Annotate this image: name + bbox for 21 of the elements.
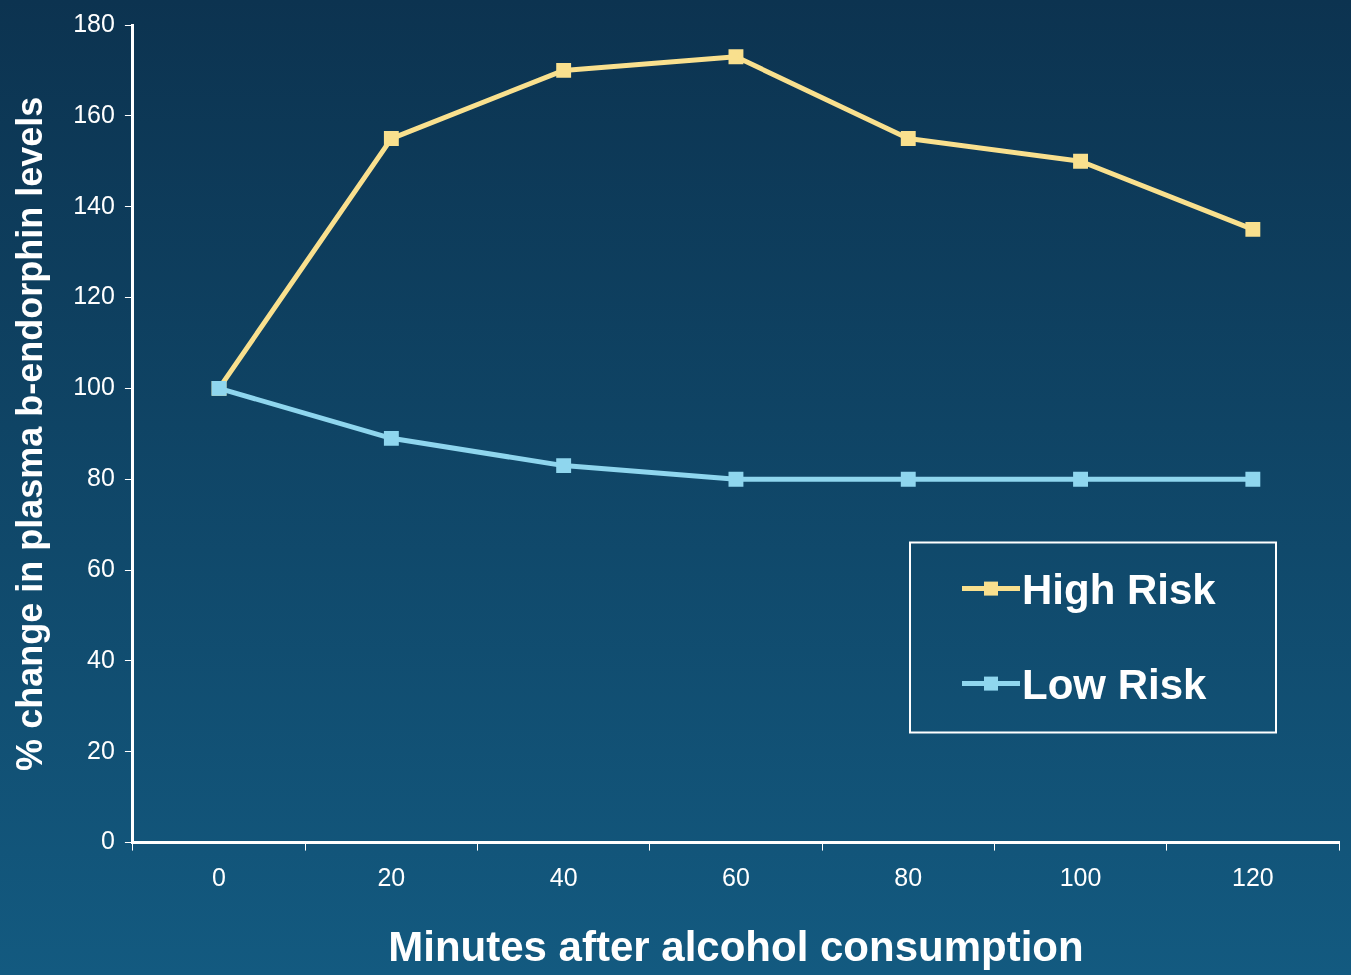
x-tick-label: 60 — [722, 863, 750, 892]
y-tick-label: 40 — [87, 644, 115, 673]
x-axis-title: Minutes after alcohol consumption — [388, 923, 1084, 971]
x-tick-label: 20 — [377, 863, 406, 892]
y-axis-title: % change in plasma b-endorphin levels — [8, 96, 50, 771]
y-tick-label: 140 — [73, 190, 115, 219]
y-tick-label: 100 — [73, 372, 115, 401]
y-tick-label: 80 — [87, 463, 115, 492]
x-tick-label: 80 — [894, 863, 923, 892]
y-tick-label: 0 — [101, 826, 115, 855]
y-tick-label: 60 — [87, 553, 115, 582]
x-tick-label: 120 — [1231, 863, 1274, 892]
y-tick-label: 180 — [73, 8, 115, 37]
y-tick-label: 20 — [87, 735, 115, 764]
x-tick-label: 100 — [1059, 863, 1102, 892]
legend-label: High Risk — [1022, 566, 1217, 614]
legend-label: Low Risk — [1022, 661, 1208, 709]
y-tick-label: 120 — [73, 281, 115, 310]
y-tick-label: 160 — [73, 99, 115, 128]
x-tick-label: 40 — [549, 863, 578, 892]
x-tick-label: 0 — [212, 863, 227, 892]
